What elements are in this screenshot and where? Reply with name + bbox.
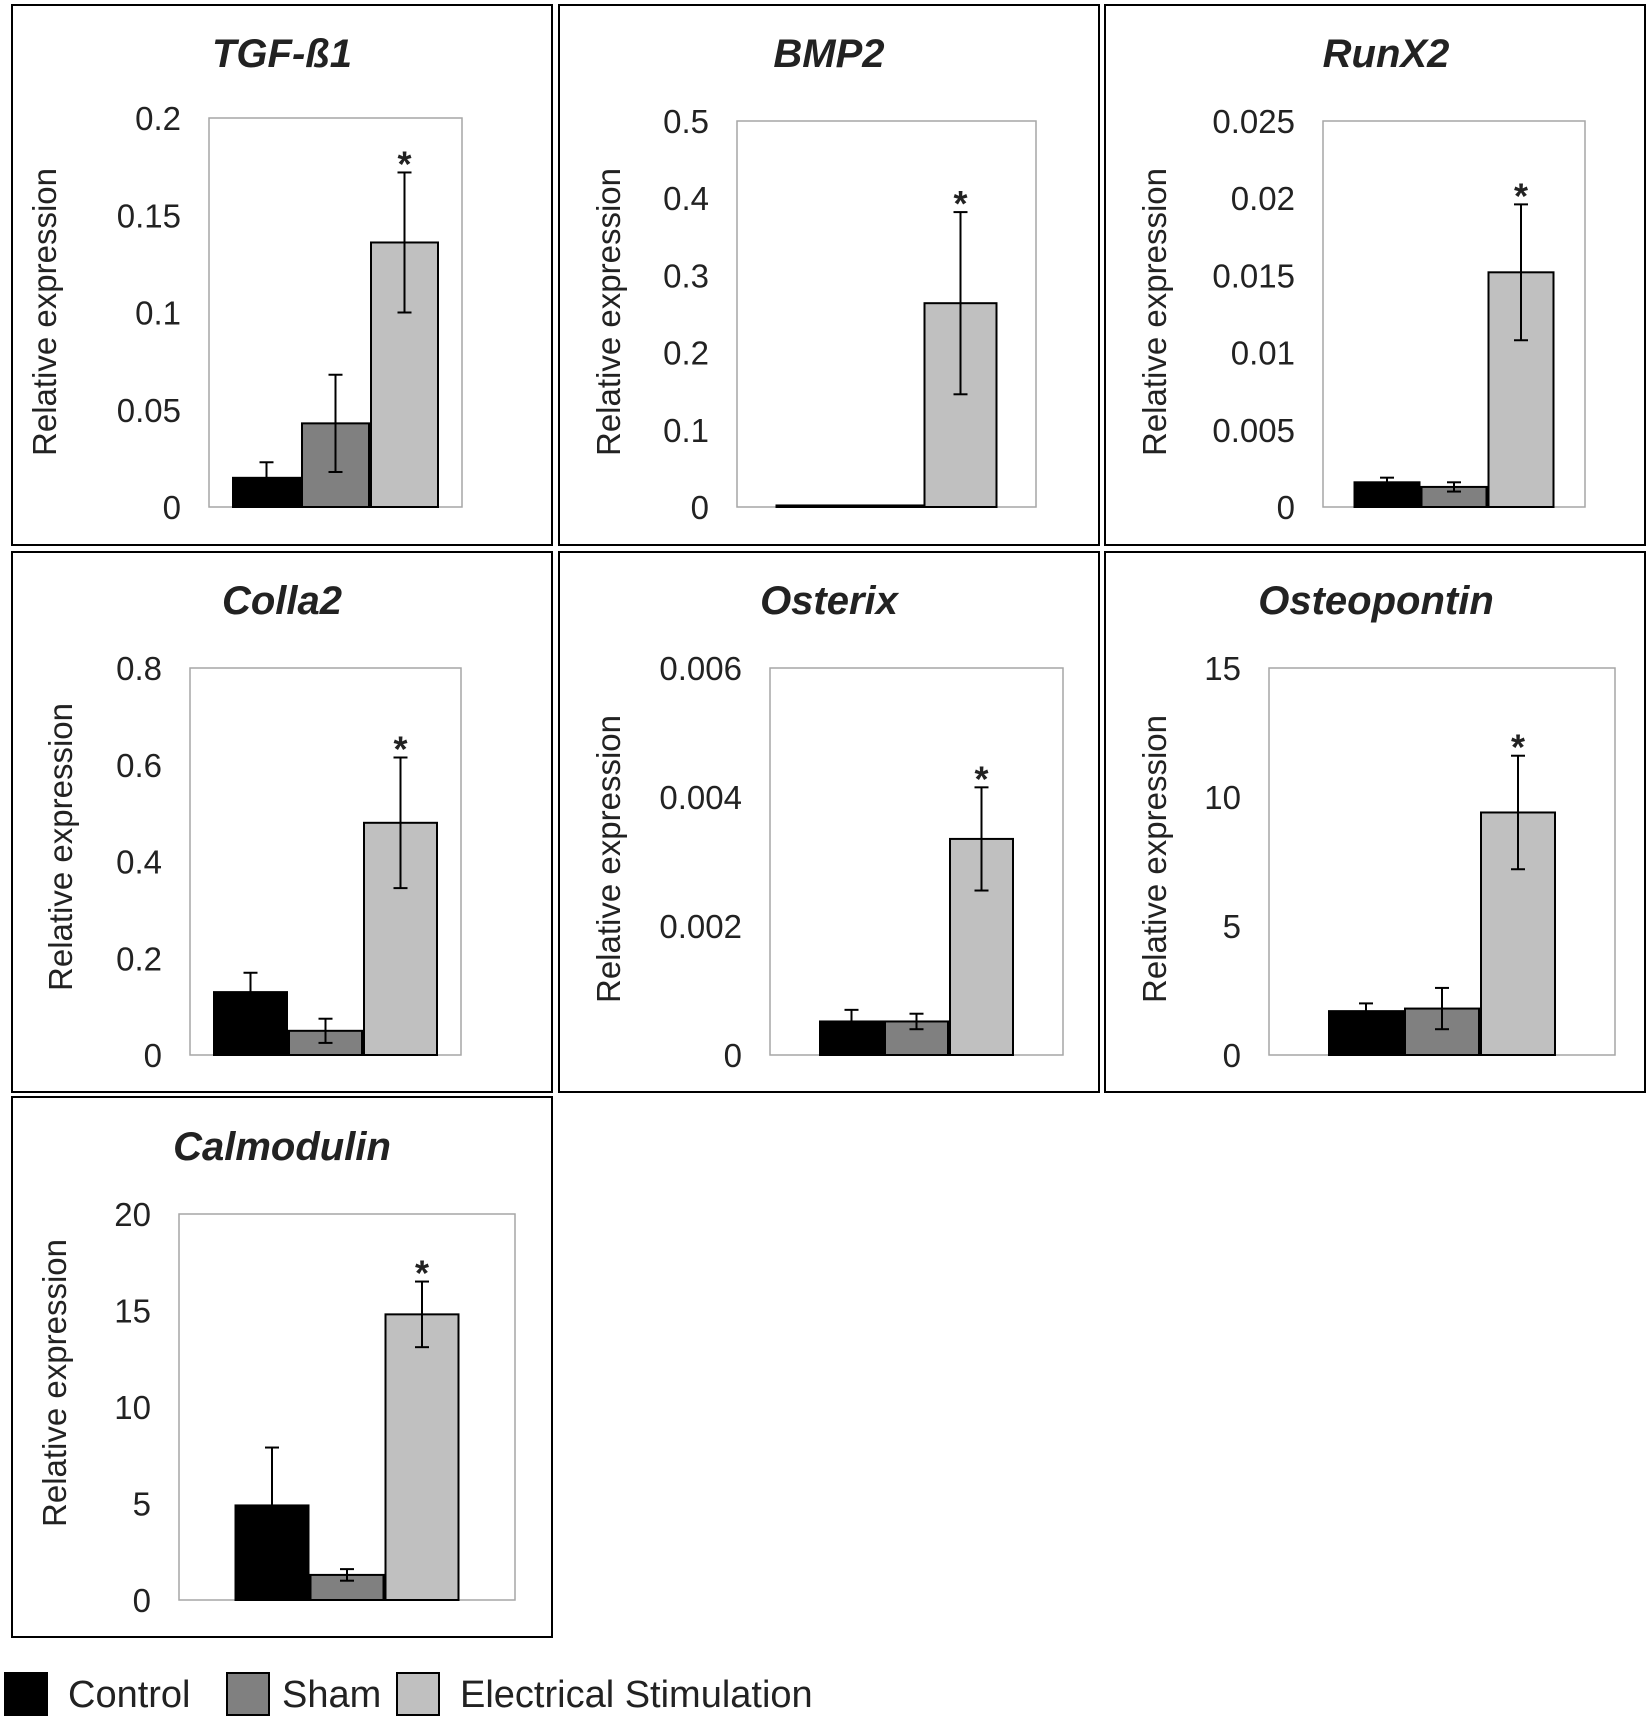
panel-calmodulin-ytick-label: 10 [114,1389,151,1426]
panel-colla2-ytick-label: 0 [144,1037,162,1074]
panel-bmp2-frame [558,4,1100,546]
panel-osterix-ytick-label: 0.002 [659,908,742,945]
panel-runx2-title: RunX2 [1323,32,1450,76]
panel-bmp2: BMP2 Relative expression 0 0.1 0.2 0.3 0.4 0.5 * [558,4,1100,546]
panel-runx2-ytick-label: 0.02 [1231,180,1295,217]
panel-calmodulin-title: Calmodulin [173,1125,391,1169]
panel-bmp2-ylabel: Relative expression [590,168,627,456]
panel-colla2-ytick-label: 0.8 [116,650,162,687]
legend-swatch-sham [226,1672,270,1716]
legend-swatch-control [4,1672,48,1716]
panel-tgf-1: TGF-ß1 Relative expression 0 0.05 0.1 0.15 0.2… [11,4,553,546]
panel-tgf-1-ytick-label: 0.2 [135,100,181,137]
panel-osteopontin-ytick-label: 10 [1204,779,1241,816]
panel-bmp2-ytick-label: 0 [691,489,709,526]
panel-bmp2-ytick-label: 0.5 [663,103,709,140]
panel-colla2-title: Colla2 [222,579,342,623]
panel-calmodulin: Calmodulin Relative expression 0 5 10 15 20 * [11,1096,553,1638]
panel-osteopontin-title: Osteopontin [1258,579,1494,623]
panel-runx2-ytick-label: 0.005 [1212,412,1295,449]
panel-osteopontin-ylabel: Relative expression [1136,715,1173,1003]
panel-bmp2-title: BMP2 [773,32,884,76]
panel-bmp2-bar-electrical-stimulation [923,302,998,508]
legend-label-electrical-stimulation: Electrical Stimulation [460,1674,813,1716]
panel-osterix-significance-electrical-stimulation: * [974,758,988,799]
panel-tgf-1-bar-electrical-stimulation [370,241,439,508]
panel-osterix: Osterix Relative expression 0 0.002 0.004 0.0… [558,551,1100,1093]
panel-osterix-ylabel: Relative expression [590,715,627,1003]
panel-bmp2-ytick-label: 0.2 [663,335,709,372]
panel-bmp2-significance-electrical-stimulation: * [953,183,967,224]
panel-osteopontin-ytick-label: 15 [1204,650,1241,687]
panel-calmodulin-ytick-label: 15 [114,1293,151,1330]
panel-colla2-significance-electrical-stimulation: * [393,728,407,769]
panel-bmp2-ytick-label: 0.3 [663,257,709,294]
panel-osteopontin: Osteopontin Relative expression 0 5 10 15 * [1104,551,1646,1093]
panel-osterix-ytick-label: 0 [724,1037,742,1074]
panel-colla2-ytick-label: 0.2 [116,940,162,977]
panel-calmodulin-ytick-label: 20 [114,1196,151,1233]
panel-tgf-1-significance-electrical-stimulation: * [397,143,411,184]
panel-osterix-frame [558,551,1100,1093]
panel-tgf-1-ytick-label: 0 [163,489,181,526]
panel-osteopontin-ytick-label: 5 [1223,908,1241,945]
panel-tgf-1-ytick-label: 0.05 [117,392,181,429]
panel-calmodulin-significance-electrical-stimulation: * [415,1253,429,1294]
panel-tgf-1-ylabel: Relative expression [26,168,63,456]
legend: Control Sham Electrical Stimulation [0,1668,1000,1718]
panel-tgf-1-frame [11,4,553,546]
panel-osteopontin-significance-electrical-stimulation: * [1511,727,1525,768]
legend-label-sham: Sham [282,1674,382,1716]
panel-runx2-ytick-label: 0 [1277,489,1295,526]
panel-osterix-ytick-label: 0.004 [659,779,742,816]
panel-colla2-ylabel: Relative expression [42,703,79,991]
panel-bmp2-bar-sham [849,504,924,508]
panel-runx2-ytick-label: 0.025 [1212,103,1295,140]
panel-calmodulin-ytick-label: 5 [133,1486,151,1523]
panel-osterix-title: Osterix [760,579,900,623]
panel-calmodulin-ylabel: Relative expression [36,1239,73,1527]
panel-osteopontin-ytick-label: 0 [1223,1037,1241,1074]
panel-osterix-ytick-label: 0.006 [659,650,742,687]
panel-calmodulin-ytick-label: 0 [133,1582,151,1619]
panel-bmp2-bar-control [775,504,850,508]
panel-runx2-frame [1104,4,1646,546]
panel-colla2-ytick-label: 0.4 [116,844,162,881]
panel-tgf-1-ytick-label: 0.15 [117,197,181,234]
panel-runx2-ylabel: Relative expression [1136,168,1173,456]
panel-bmp2-ytick-label: 0.4 [663,180,709,217]
panel-bmp2-ytick-label: 0.1 [663,412,709,449]
legend-label-control: Control [68,1674,191,1716]
panel-runx2-significance-electrical-stimulation: * [1514,175,1528,216]
panel-colla2-ytick-label: 0.6 [116,747,162,784]
legend-swatch-electrical-stimulation [396,1672,440,1716]
panel-runx2: RunX2 Relative expression 0 0.005 0.01 0.015 0… [1104,4,1646,546]
panel-tgf-1-title: TGF-ß1 [212,32,352,76]
panel-calmodulin-bar-electrical-stimulation [384,1313,460,1601]
panel-runx2-ytick-label: 0.01 [1231,335,1295,372]
panel-runx2-ytick-label: 0.015 [1212,257,1295,294]
panel-tgf-1-ytick-label: 0.1 [135,295,181,332]
panel-colla2: Colla2 Relative expression 0 0.2 0.4 0.6 0.8 * [11,551,553,1093]
